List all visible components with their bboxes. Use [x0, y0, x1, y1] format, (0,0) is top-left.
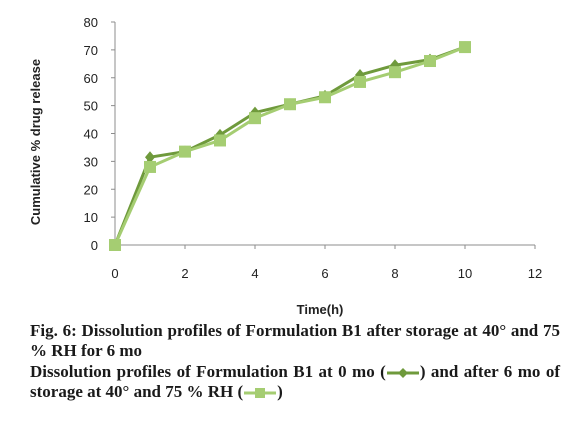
- data-point-square: [459, 41, 471, 54]
- axes: [114, 22, 535, 246]
- y-tick-label: 60: [84, 71, 98, 86]
- caption-desc-part2: ) and after 6 mo of storage at 40° and 7…: [30, 362, 560, 401]
- series-line: [113, 45, 466, 246]
- legend-swatch-diamond: [386, 368, 419, 379]
- data-point-square: [249, 112, 261, 125]
- x-tick-label: 8: [391, 266, 398, 281]
- y-tick-label: 30: [84, 154, 98, 169]
- x-tick-labels: 0 2 4 6 8 10 12: [111, 245, 542, 281]
- x-axis-title: Time(h): [297, 302, 344, 317]
- y-axis-title: Cumulative % drug release: [28, 59, 43, 225]
- dissolution-chart: 0 2 4 6 8 10 12 0 10 20 30 40 50 60 70 80 Time(h) Cumu…: [28, 15, 542, 317]
- x-tick-label: 0: [111, 266, 118, 281]
- data-point-square: [354, 75, 366, 88]
- x-tick-label: 12: [528, 266, 542, 281]
- y-tick-label: 20: [84, 182, 98, 197]
- y-tick-labels: 0 10 20 30 40 50 60 70 80: [84, 15, 115, 253]
- data-point-square: [424, 55, 436, 68]
- data-point-square: [319, 91, 331, 104]
- data-point-square: [284, 98, 296, 111]
- y-tick-label: 50: [84, 99, 98, 114]
- caption-desc-part1: Dissolution profiles of Formulation B1 a…: [30, 362, 386, 381]
- data-point-square: [144, 160, 156, 173]
- data-point-square: [214, 134, 226, 147]
- data-point-square: [109, 239, 121, 251]
- y-tick-label: 70: [84, 43, 98, 58]
- figure-caption-description: Dissolution profiles of Formulation B1 a…: [30, 362, 560, 402]
- series-2: [109, 41, 471, 251]
- y-tick-label: 0: [91, 238, 98, 253]
- caption-desc-part3: ): [277, 382, 283, 401]
- series-group: [109, 41, 471, 251]
- data-point-square: [179, 145, 191, 158]
- y-tick-label: 40: [84, 127, 98, 142]
- x-tick-label: 6: [321, 266, 328, 281]
- y-tick-label: 80: [84, 15, 98, 30]
- figure-caption-title: Fig. 6: Dissolution profiles of Formulat…: [30, 321, 560, 360]
- series-1: [110, 41, 470, 251]
- legend-swatch-square: [244, 388, 277, 399]
- y-tick-label: 10: [84, 210, 98, 225]
- x-tick-label: 2: [181, 266, 188, 281]
- data-point-square: [389, 66, 401, 79]
- series-line: [113, 45, 466, 246]
- data-point-diamond: [145, 151, 155, 164]
- x-tick-label: 4: [251, 266, 258, 281]
- x-tick-label: 10: [458, 266, 472, 281]
